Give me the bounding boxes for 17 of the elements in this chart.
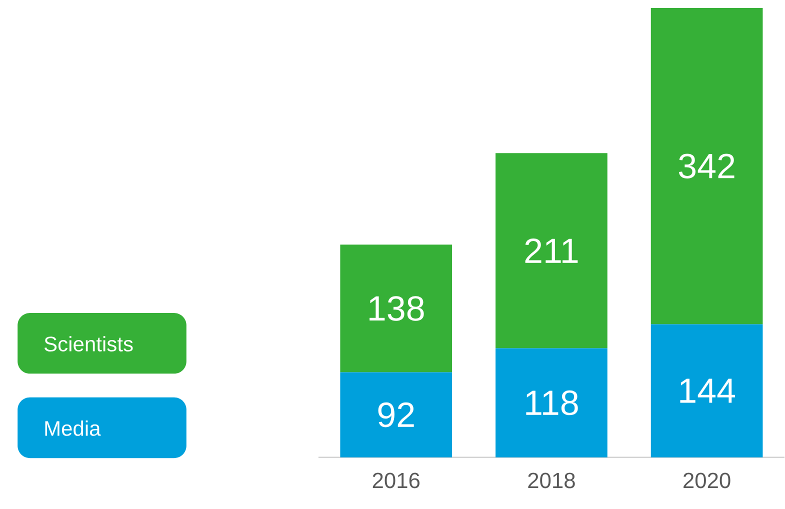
- data-label: 118: [526, 390, 578, 416]
- data-label: 211: [525, 238, 578, 263]
- data-label: 342: [678, 154, 734, 178]
- text: Scientists: [44, 336, 133, 352]
- bar: [340, 244, 452, 372]
- bar: [496, 153, 608, 348]
- data-label: 138: [370, 296, 424, 321]
- x-tick-label: 2020: [684, 472, 730, 488]
- x-tick-label: 2016: [372, 472, 420, 488]
- bar: [340, 372, 452, 458]
- text: Media: [45, 420, 101, 436]
- bar: [496, 348, 608, 458]
- bar: [650, 324, 763, 458]
- data-label: 144: [680, 378, 735, 403]
- data-label: 92: [378, 402, 414, 428]
- bar: [650, 8, 763, 324]
- x-tick-label: 2018: [528, 472, 575, 488]
